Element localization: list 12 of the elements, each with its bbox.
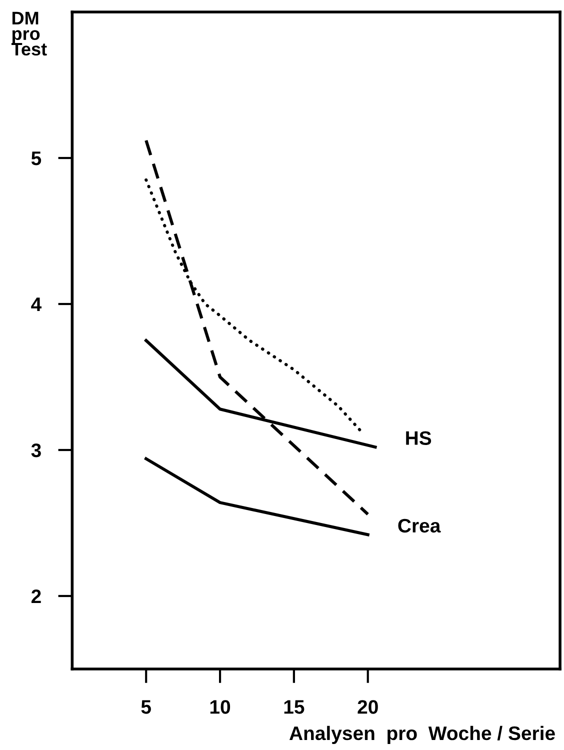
x-tick-label: 10	[210, 700, 230, 714]
y-tick-label: 3	[31, 443, 41, 458]
y-axis-title: DM pro Test	[11, 12, 47, 56]
y-tick-label: 4	[31, 298, 42, 312]
x-tick-label: 5	[141, 700, 151, 714]
x-axis-title: Analysen pro Woche / Serie	[289, 726, 555, 744]
x-tick-label: 15	[284, 700, 304, 714]
series-label: Crea	[398, 518, 441, 533]
y-tick-label: 5	[31, 152, 42, 166]
y-tick-label: 2	[32, 589, 41, 604]
series-label: HS	[406, 431, 432, 445]
x-tick-label: 20	[358, 700, 378, 714]
